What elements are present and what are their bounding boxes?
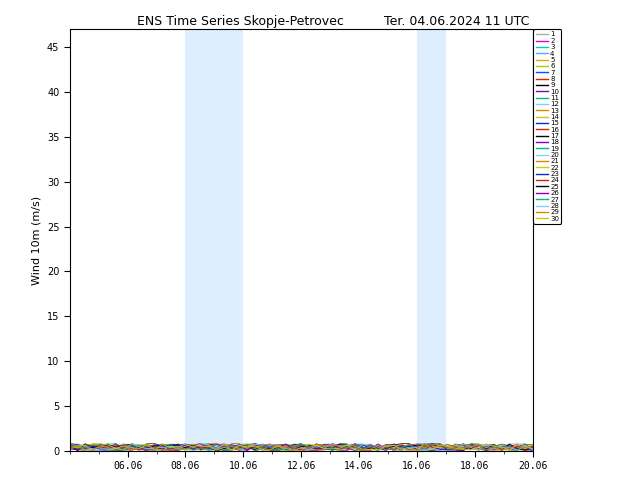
Text: ENS Time Series Skopje-Petrovec: ENS Time Series Skopje-Petrovec [138, 15, 344, 28]
Legend: 1, 2, 3, 4, 5, 6, 7, 8, 9, 10, 11, 12, 13, 14, 15, 16, 17, 18, 19, 20, 21, 22, 2: 1, 2, 3, 4, 5, 6, 7, 8, 9, 10, 11, 12, 1… [533, 29, 561, 223]
Text: Ter. 04.06.2024 11 UTC: Ter. 04.06.2024 11 UTC [384, 15, 529, 28]
Y-axis label: Wind 10m (m/s): Wind 10m (m/s) [31, 196, 41, 285]
Bar [417, 29, 446, 451]
Bar [185, 29, 243, 451]
